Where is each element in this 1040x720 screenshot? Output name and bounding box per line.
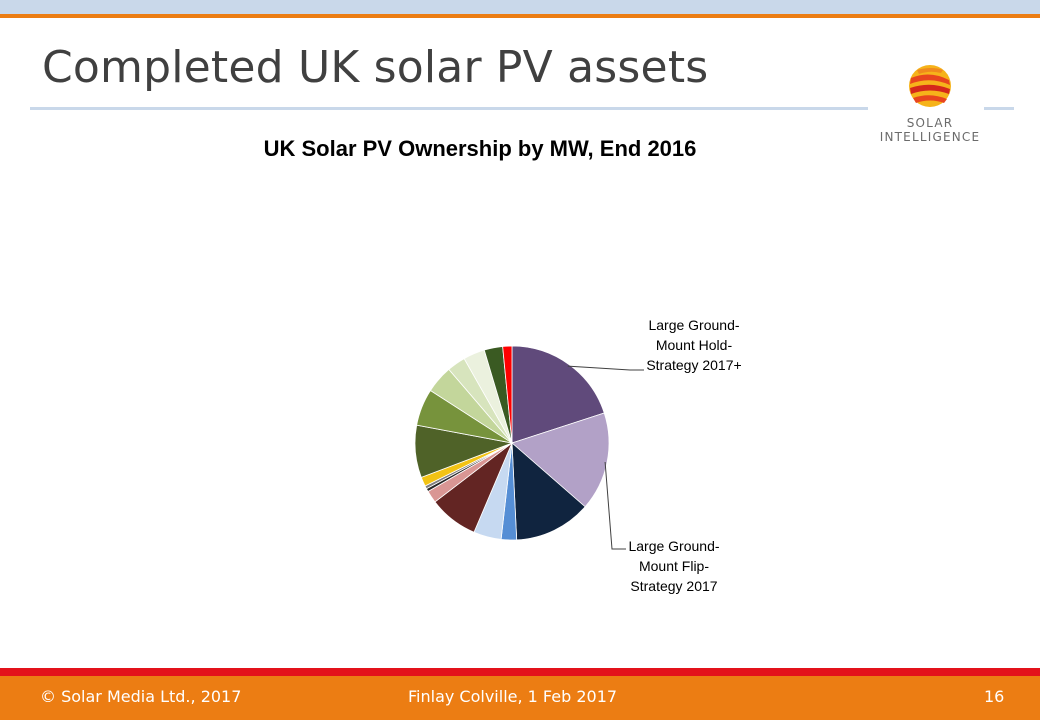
pie-slice-16	[502, 345, 513, 444]
footer-author-date: Finlay Colville, 1 Feb 2017	[408, 687, 618, 706]
slice-label-line: Strategy 2017+	[646, 357, 741, 373]
slice-label-0: Large Ground- Mount Hold- Strategy 2017+	[646, 317, 741, 373]
logo-line-1: SOLAR	[906, 116, 954, 130]
slide-title: Completed UK solar PV assets	[42, 42, 709, 93]
top-band	[0, 0, 1040, 14]
title-underline	[30, 107, 868, 110]
slice-label-1: Large Ground- Mount Flip- Strategy 2017	[628, 538, 719, 594]
pie-slice-1	[511, 412, 610, 508]
top-accent-stripe	[0, 14, 1040, 18]
solar-intelligence-logo: SOLAR INTELLIGENCE	[872, 62, 988, 146]
annotation-leader-1	[604, 461, 626, 550]
title-underline-right	[984, 107, 1014, 110]
logo-line-2: INTELLIGENCE	[879, 130, 981, 144]
logo-wordmark: SOLAR INTELLIGENCE	[872, 116, 988, 144]
slice-label-line: Strategy 2017	[630, 578, 717, 594]
page-number: 16	[984, 687, 1005, 706]
slice-label-line: Large Ground-	[648, 317, 739, 333]
annotation-leader-0	[567, 365, 644, 371]
slice-label-line: Mount Hold-	[656, 337, 733, 353]
chart-title: UK Solar PV Ownership by MW, End 2016	[263, 136, 697, 161]
footer-bar: © Solar Media Ltd., 2017 Finlay Colville…	[0, 676, 1040, 720]
footer-copyright: © Solar Media Ltd., 2017	[40, 687, 242, 706]
slice-label-line: Mount Flip-	[639, 558, 709, 574]
pie-slice-2	[511, 442, 586, 541]
pie-slice-0	[511, 345, 605, 444]
slice-label-line: Large Ground-	[628, 538, 719, 554]
solar-globe-icon	[909, 65, 951, 107]
footer-red-stripe	[0, 668, 1040, 676]
